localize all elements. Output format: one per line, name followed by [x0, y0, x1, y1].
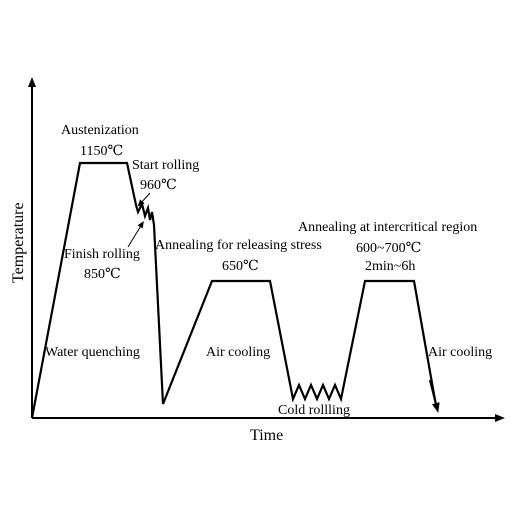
austenization-temp: 1150℃: [80, 144, 123, 159]
cold-rolling-label: Cold rollling: [278, 403, 350, 418]
intercritical-annealing-label: Annealing at intercritical region: [298, 220, 477, 235]
intercritical-annealing-temp: 600~700℃: [356, 241, 421, 256]
finish-rolling-pointer: [127, 221, 144, 248]
start-rolling-temp: 960℃: [140, 178, 177, 193]
process-curve: [30, 161, 437, 419]
x-axis-label: Time: [250, 427, 283, 444]
final-cooling-arrow: [428, 379, 440, 413]
air-cooling-2-label: Air cooling: [428, 345, 492, 360]
air-cooling-1-label: Air cooling: [206, 345, 270, 360]
y-axis-label: Temperature: [10, 202, 27, 283]
austenization-label: Austenization: [61, 123, 139, 138]
intercritical-annealing-time: 2min~6h: [365, 259, 415, 274]
stress-annealing-label: Annealing for releasing stress: [155, 238, 322, 253]
finish-rolling-label: Finish rolling: [64, 247, 140, 262]
stress-annealing-temp: 650℃: [222, 259, 259, 274]
water-quenching-label: Water quenching: [45, 345, 140, 360]
finish-rolling-temp: 850℃: [84, 267, 121, 282]
start-rolling-label: Start rolling: [132, 158, 199, 173]
start-rolling-pointer: [137, 192, 151, 207]
